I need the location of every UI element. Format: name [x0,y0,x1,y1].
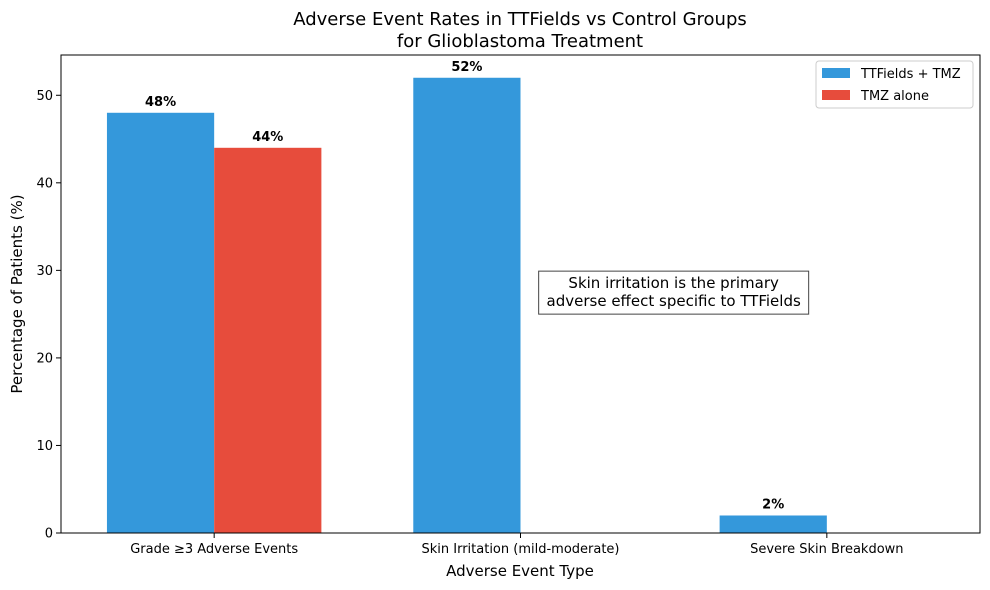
bar [719,515,827,533]
legend-label: TMZ alone [860,89,929,104]
y-tick-label: 40 [36,176,53,191]
chart-title: Adverse Event Rates in TTFields vs Contr… [293,9,747,52]
legend-swatch [822,90,850,100]
chart-title-line-2: for Glioblastoma Treatment [397,31,643,52]
y-tick-label: 30 [36,264,53,279]
bar [106,112,215,534]
y-tick-label: 50 [36,89,53,104]
y-axis-label: Percentage of Patients (%) [8,194,26,393]
x-tick-label: Grade ≥3 Adverse Events [130,542,298,557]
plot-area: 48% 52% 2% 44% 0 10 20 30 40 50 Grade ≥3 Adverse E… [36,54,981,557]
bar [413,77,521,533]
y-tick-label: 0 [45,527,53,542]
data-label: 52% [451,60,482,75]
data-label: 44% [252,130,283,145]
y-tick-label: 20 [36,351,53,366]
data-label: 2% [762,497,784,512]
annotation-text: Skin irritation is the primary [568,274,779,292]
x-axis-label: Adverse Event Type [446,562,594,580]
y-tick-label: 10 [36,439,53,454]
legend-swatch [822,68,850,78]
data-label: 48% [145,95,176,110]
legend-frame [815,60,974,109]
bar [214,147,322,534]
legend: TTFields + TMZ TMZ alone [815,60,974,109]
legend-label: TTFields + TMZ [860,67,961,82]
chart-title-line-1: Adverse Event Rates in TTFields vs Contr… [293,9,747,30]
annotation-text: adverse effect specific to TTFields [547,292,801,310]
annotation-frame [538,270,810,315]
x-tick-label: Severe Skin Breakdown [750,542,903,557]
x-tick-label: Skin Irritation (mild-moderate) [421,542,619,557]
